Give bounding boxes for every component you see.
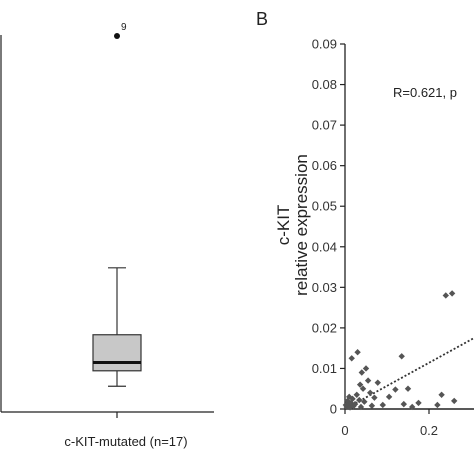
y-tick-label: 0.01: [312, 361, 337, 376]
y-axis-title-line2: relative expression: [292, 154, 311, 296]
panel-b-axes: 0 0.01 0.02 0.03 0.04 0.05 0.06 0.07 0.08 0.09 0 0.…: [312, 37, 474, 438]
panel-b-points: [342, 290, 474, 411]
data-point: [351, 400, 359, 408]
iqr-box: [92, 334, 142, 372]
data-point: [404, 385, 412, 392]
data-point: [357, 403, 365, 411]
outlier-label: 9: [121, 22, 127, 33]
x-tick-label: 0: [341, 423, 348, 438]
data-point: [349, 395, 356, 403]
y-tick-label: 0.02: [312, 320, 337, 335]
data-point: [362, 365, 370, 372]
data-point: [374, 379, 381, 386]
correlation-annotation: R=0.621, p: [393, 85, 457, 100]
y-tick-label: 0.05: [312, 199, 337, 214]
data-point: [434, 401, 441, 409]
data-point: [451, 397, 458, 405]
data-point: [359, 385, 367, 392]
y-tick-label: 0.03: [312, 280, 337, 295]
y-tick-label: 0.04: [312, 239, 337, 254]
data-point: [371, 394, 378, 401]
x-tick-label: 0.2: [420, 423, 438, 438]
data-point: [364, 377, 372, 384]
data-point: [400, 400, 407, 408]
y-tick-label: 0.06: [312, 158, 337, 173]
data-point: [409, 403, 416, 411]
data-point: [392, 386, 399, 393]
y-tick-label: 0.09: [312, 37, 337, 52]
data-point: [438, 391, 445, 399]
data-point: [368, 402, 376, 409]
outlier-point: [114, 33, 120, 40]
data-point: [448, 290, 456, 297]
y-tick-label: 0.07: [312, 118, 337, 133]
data-point: [379, 401, 386, 409]
y-tick-label: 0.08: [312, 77, 337, 92]
data-point: [442, 292, 449, 299]
data-point: [361, 398, 368, 405]
data-point: [356, 381, 364, 388]
data-point: [348, 355, 355, 362]
box-layer: 9: [92, 22, 142, 387]
data-point: [356, 396, 363, 404]
data-point: [398, 353, 405, 360]
data-point: [367, 389, 374, 396]
y-tick-label: 0: [330, 402, 337, 417]
panel-b-scatter: B c-KIT relative expression R=0.621, p 0…: [256, 9, 474, 438]
trend-line: [344, 337, 474, 410]
panel-a-category-label: c-KIT-mutated (n=17): [64, 434, 187, 449]
panel-b-label: B: [256, 9, 268, 29]
data-point: [415, 399, 422, 407]
y-axis-title: c-KIT relative expression: [274, 154, 311, 296]
data-point: [353, 391, 360, 399]
data-point: [358, 369, 365, 376]
y-axis-title-line1: c-KIT: [274, 205, 293, 246]
panel-a-boxplot: c-KIT-mutated (n=17) 9: [0, 22, 214, 449]
data-point: [385, 393, 393, 401]
data-point: [354, 349, 361, 356]
